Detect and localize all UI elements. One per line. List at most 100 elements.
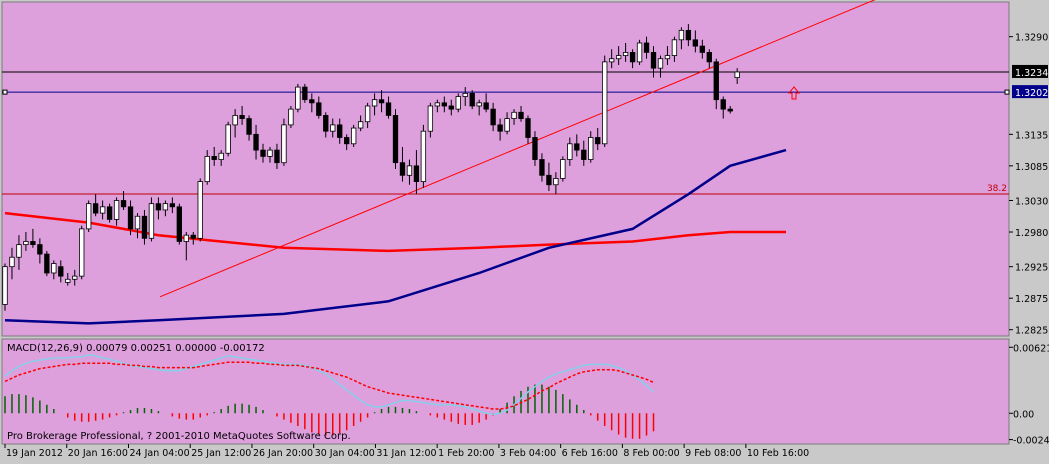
candle — [448, 99, 454, 116]
candle — [420, 124, 427, 188]
candle — [664, 46, 671, 66]
time-tick-label: 24 Jan 04:00 — [129, 448, 189, 459]
time-tick-label: 26 Jan 20:00 — [253, 448, 313, 459]
candle-body — [560, 159, 566, 179]
candle — [525, 115, 531, 144]
candle — [650, 46, 657, 78]
candle — [51, 260, 57, 280]
candle — [602, 55, 608, 147]
level-handle-right[interactable] — [1004, 89, 1010, 95]
time-tick-label: 31 Jan 12:00 — [376, 448, 436, 459]
candle-body — [406, 165, 413, 176]
candle-body — [72, 275, 78, 280]
candle-body — [720, 99, 726, 110]
price-tick-label: 1.2875 — [1015, 294, 1048, 305]
candle-body — [518, 111, 524, 119]
candle — [595, 128, 601, 151]
candle-body — [685, 29, 692, 41]
candle — [344, 134, 350, 151]
candle-body — [190, 234, 196, 239]
candle — [120, 191, 127, 210]
candle — [399, 146, 406, 182]
candle — [357, 115, 364, 132]
macd-plot-area — [1, 338, 1010, 445]
candle-body — [169, 203, 176, 208]
candle — [72, 269, 78, 286]
time-tick-label: 6 Feb 16:00 — [562, 448, 618, 459]
candle-body — [99, 206, 106, 214]
candle-body — [218, 152, 224, 160]
candle — [162, 200, 169, 217]
candle-body — [546, 174, 552, 186]
time-tick-label: 30 Jan 04:00 — [315, 448, 375, 459]
candle-body — [574, 143, 580, 151]
candle-body — [239, 115, 245, 119]
candle — [92, 194, 99, 217]
main-plot-area — [1, 1, 1010, 337]
footer-copyright: Pro Brokerage Professional, ? 2001-2010 … — [7, 431, 351, 442]
candle-body — [246, 118, 252, 135]
candle-body — [120, 200, 127, 208]
candle-body — [225, 124, 231, 154]
candle-body — [364, 105, 371, 123]
candle-body — [629, 52, 636, 63]
price-tick-label: 1.3234 — [1015, 68, 1048, 79]
candle-body — [595, 137, 601, 145]
candle — [176, 203, 182, 245]
candle-body — [392, 115, 399, 164]
candle-body — [232, 115, 238, 126]
candle — [455, 93, 461, 113]
candle — [539, 153, 545, 182]
candle-body — [427, 105, 434, 132]
candle — [720, 96, 726, 119]
candle-body — [288, 108, 294, 126]
candle — [260, 143, 266, 163]
candle — [16, 235, 22, 270]
candle-body — [636, 42, 643, 63]
candle — [574, 134, 580, 157]
candle-body — [581, 149, 587, 160]
candle — [99, 200, 106, 220]
time-tick-label: 19 Jan 2012 — [6, 448, 63, 459]
candle — [288, 105, 294, 129]
candle-body — [127, 206, 134, 230]
level-handle-left[interactable] — [2, 89, 8, 95]
candle — [9, 247, 15, 280]
candle-body — [553, 178, 559, 186]
candle-body — [267, 149, 273, 157]
current-price-tag — [1012, 64, 1048, 78]
candle-body — [106, 206, 113, 220]
candle-body — [44, 253, 50, 274]
candle-body — [490, 108, 496, 126]
candle-body — [511, 111, 517, 119]
candle-body — [734, 71, 740, 79]
candle-body — [622, 52, 629, 56]
candle — [350, 124, 357, 147]
candle-body — [706, 52, 712, 63]
candle — [232, 109, 238, 138]
candle — [657, 55, 664, 78]
candle — [427, 102, 434, 138]
candle-body — [37, 244, 43, 255]
candle — [622, 42, 629, 62]
candle-body — [330, 124, 336, 132]
candle-body — [385, 102, 392, 116]
candle — [567, 137, 573, 166]
candle-body — [323, 115, 329, 132]
candle-body — [197, 181, 203, 239]
candle — [44, 250, 50, 277]
candle — [406, 159, 413, 185]
candle — [281, 118, 287, 166]
candle — [30, 228, 36, 248]
candle — [546, 162, 552, 192]
candle — [392, 109, 399, 169]
candle — [148, 197, 155, 242]
up-arrow-icon — [787, 86, 801, 100]
trendline[interactable] — [159, 0, 1009, 298]
candle-body — [483, 102, 489, 110]
candle — [106, 203, 113, 223]
candle — [615, 46, 622, 66]
candle-body — [337, 124, 343, 138]
candle-body — [371, 99, 378, 107]
candle-body — [602, 61, 608, 145]
